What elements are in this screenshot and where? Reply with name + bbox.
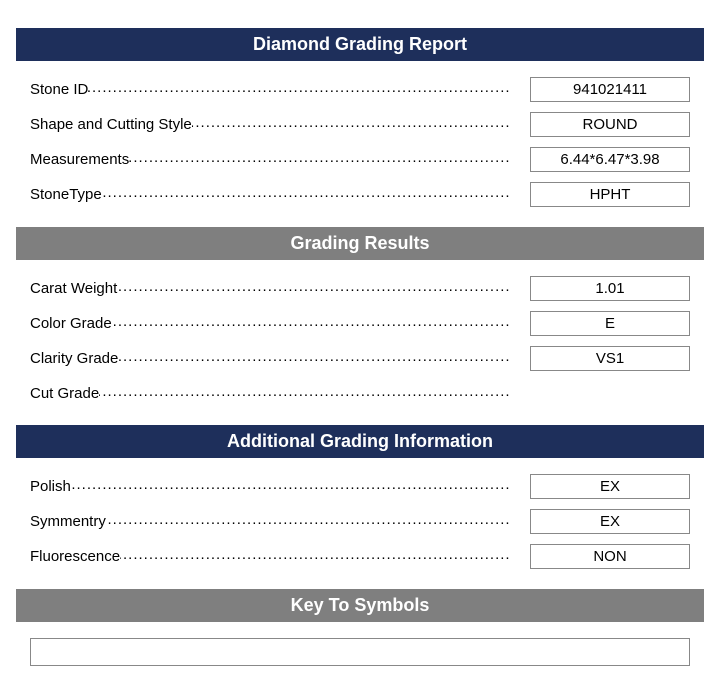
field-value: HPHT [530, 182, 690, 207]
field-row: ........................................… [30, 346, 690, 371]
field-label: Fluorescence [30, 548, 120, 565]
field-label-cell: ........................................… [30, 315, 510, 332]
field-label: Symmentry [30, 513, 106, 530]
section-header-additional: Additional Grading Information [16, 425, 704, 458]
field-value: NON [530, 544, 690, 569]
field-row: ........................................… [30, 112, 690, 137]
field-value-cell: EX [530, 509, 690, 534]
field-label-cell: ........................................… [30, 513, 510, 530]
section-header-symbols: Key To Symbols [16, 589, 704, 622]
section-header-grading: Grading Results [16, 227, 704, 260]
field-label-cell: ........................................… [30, 280, 510, 297]
field-label-cell: ........................................… [30, 81, 510, 98]
field-value-empty [530, 381, 690, 405]
field-label: Clarity Grade [30, 350, 118, 367]
field-row: ........................................… [30, 509, 690, 534]
field-row: ........................................… [30, 381, 690, 405]
field-value-cell: E [530, 311, 690, 336]
field-label: Carat Weight [30, 280, 117, 297]
field-row: ........................................… [30, 77, 690, 102]
field-value: EX [530, 509, 690, 534]
field-value-cell: VS1 [530, 346, 690, 371]
field-value-cell [530, 381, 690, 405]
field-row: ........................................… [30, 474, 690, 499]
dot-leader: ........................................… [30, 81, 510, 96]
field-label-cell: ........................................… [30, 548, 510, 565]
field-value-cell: 6.44*6.47*3.98 [530, 147, 690, 172]
field-value-cell: 1.01 [530, 276, 690, 301]
field-label-cell: ........................................… [30, 478, 510, 495]
field-row: ........................................… [30, 276, 690, 301]
dot-leader: ........................................… [30, 186, 510, 201]
section-body-grading: ........................................… [16, 276, 704, 405]
field-label-cell: ........................................… [30, 151, 510, 168]
field-value-cell: 941021411 [530, 77, 690, 102]
section-body-main: ........................................… [16, 77, 704, 207]
field-value: VS1 [530, 346, 690, 371]
field-label: Shape and Cutting Style [30, 116, 192, 133]
field-label: Measurements [30, 151, 129, 168]
field-label: Polish [30, 478, 71, 495]
section-header-main: Diamond Grading Report [16, 28, 704, 61]
field-value: 1.01 [530, 276, 690, 301]
field-label-cell: ........................................… [30, 350, 510, 367]
field-label-cell: ........................................… [30, 116, 510, 133]
field-value-cell: EX [530, 474, 690, 499]
symbols-box [30, 638, 690, 666]
field-label: Stone ID [30, 81, 88, 98]
field-value: E [530, 311, 690, 336]
field-label-cell: ........................................… [30, 385, 510, 402]
field-row: ........................................… [30, 311, 690, 336]
field-value: EX [530, 474, 690, 499]
field-value-cell: ROUND [530, 112, 690, 137]
field-row: ........................................… [30, 544, 690, 569]
field-label: StoneType [30, 186, 102, 203]
dot-leader: ........................................… [30, 478, 510, 493]
field-value: 6.44*6.47*3.98 [530, 147, 690, 172]
field-value: 941021411 [530, 77, 690, 102]
field-value: ROUND [530, 112, 690, 137]
field-value-cell: NON [530, 544, 690, 569]
report-page: Diamond Grading Report..................… [0, 0, 720, 686]
field-row: ........................................… [30, 147, 690, 172]
section-body-additional: ........................................… [16, 474, 704, 569]
field-label: Cut Grade [30, 385, 99, 402]
field-value-cell: HPHT [530, 182, 690, 207]
field-label-cell: ........................................… [30, 186, 510, 203]
dot-leader: ........................................… [30, 385, 510, 400]
field-row: ........................................… [30, 182, 690, 207]
field-label: Color Grade [30, 315, 112, 332]
